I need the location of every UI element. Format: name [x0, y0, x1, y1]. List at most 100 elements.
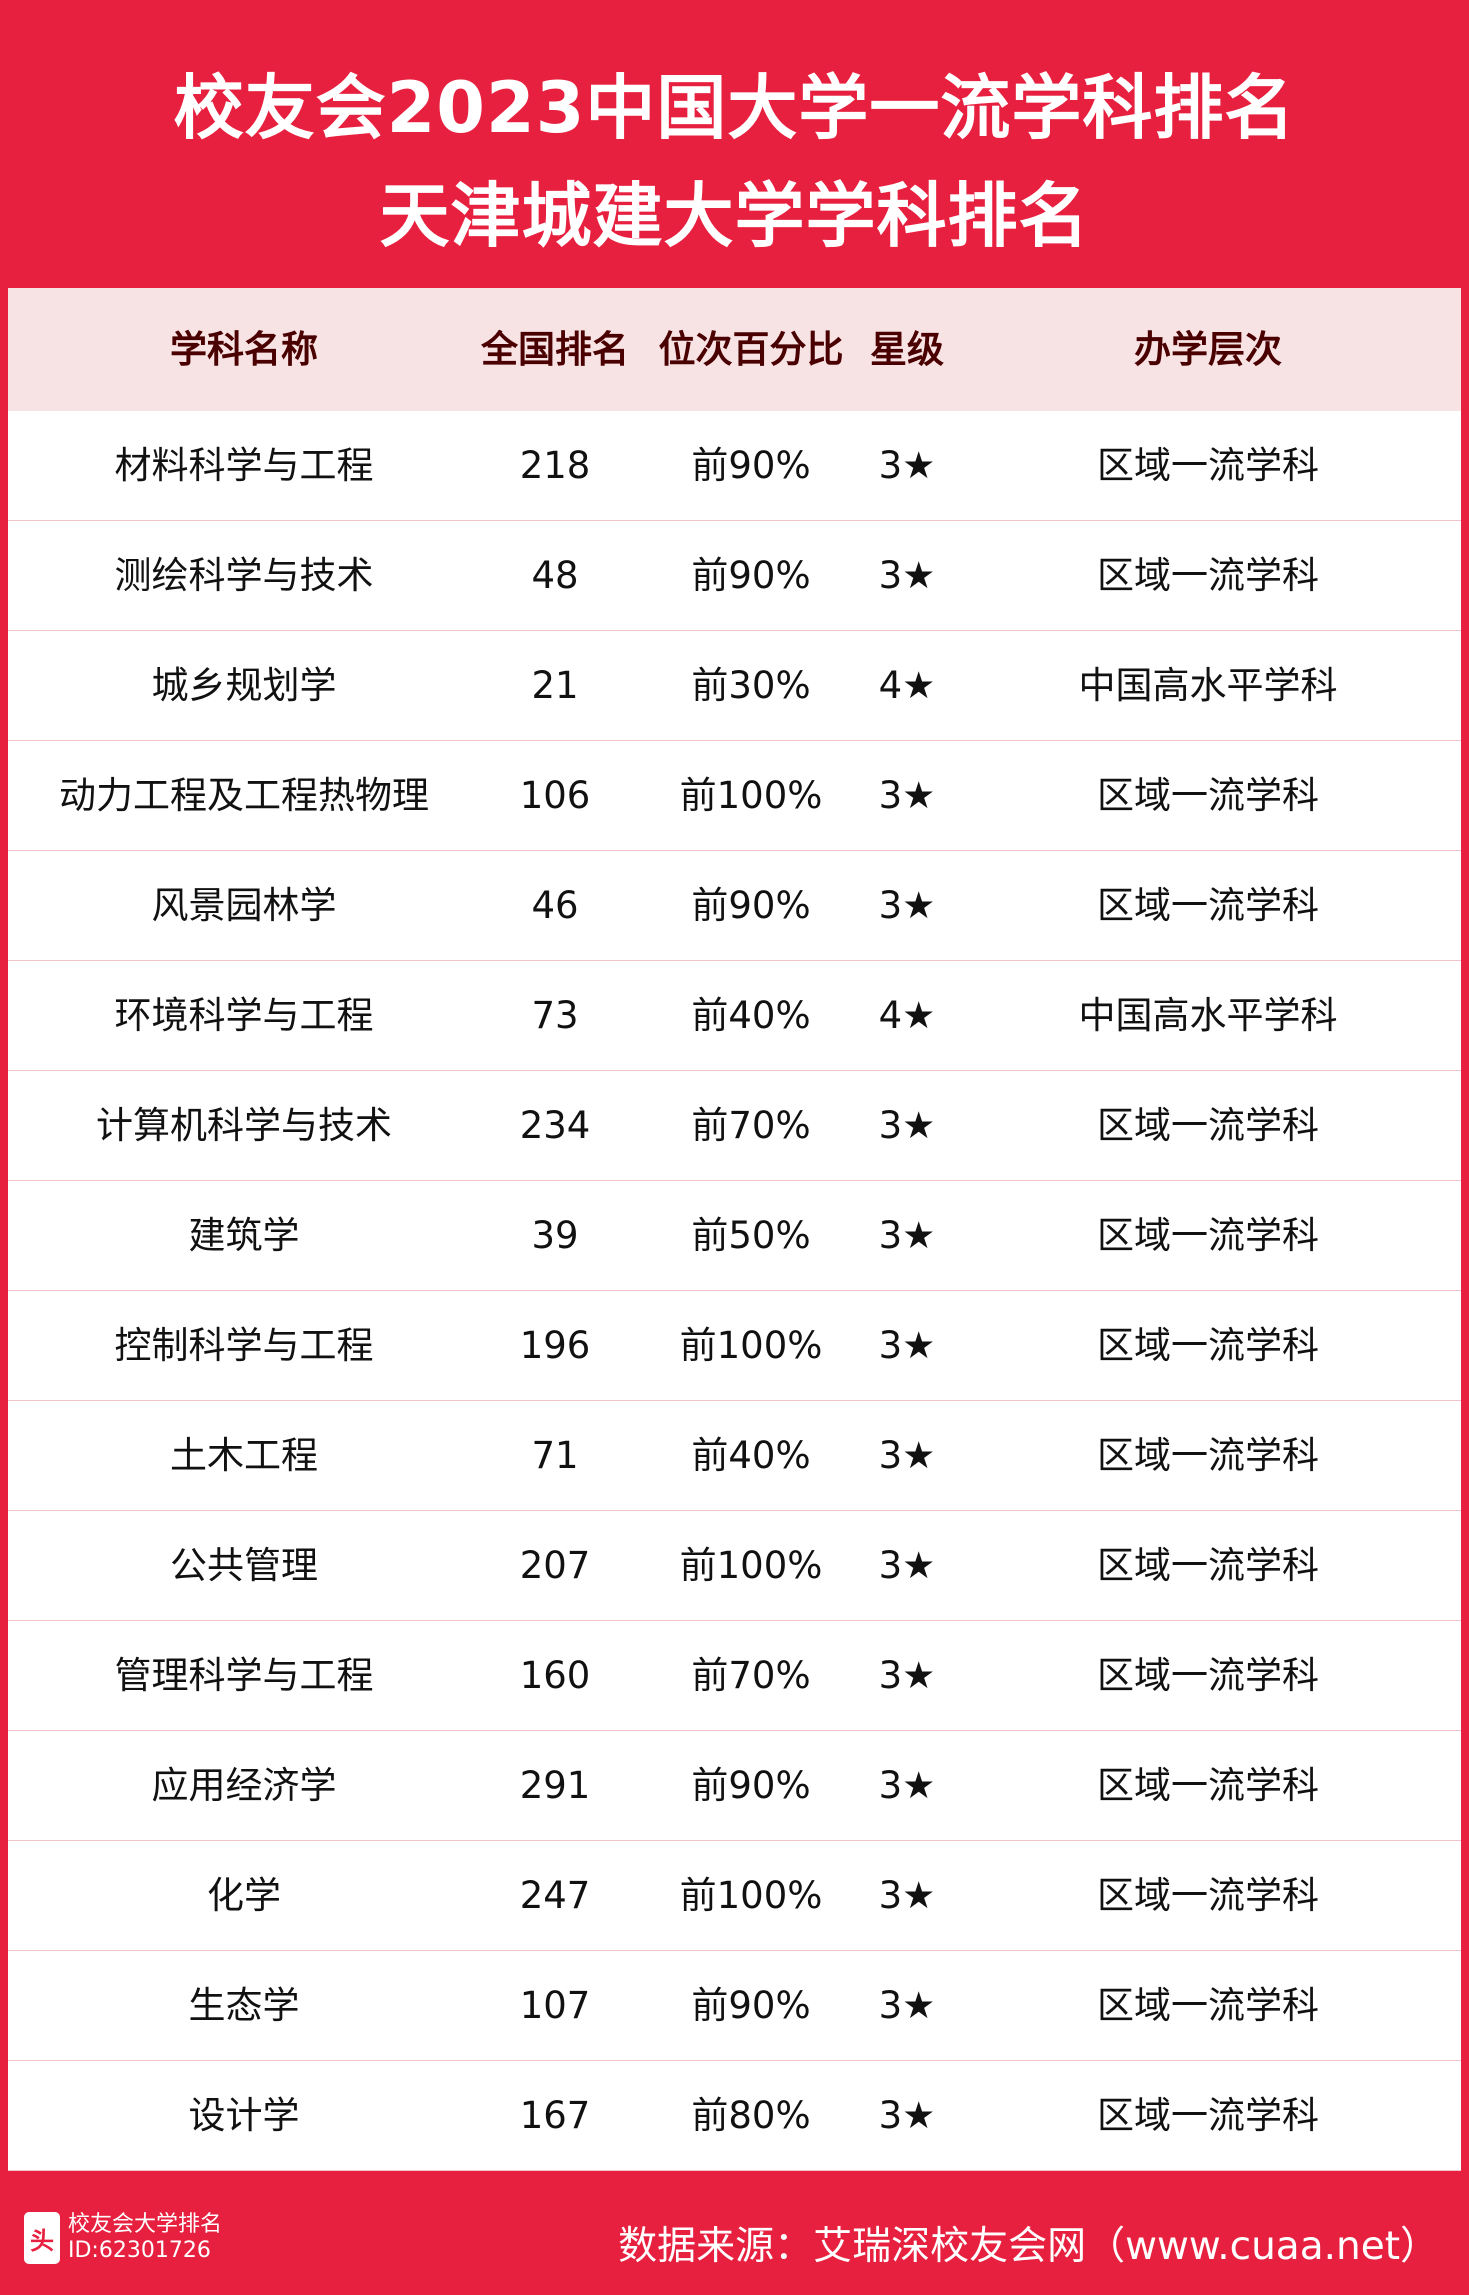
cell-rank: 106 [519, 774, 591, 817]
cell-percentile: 前30% [691, 664, 811, 707]
watermark: 头 校友会大学排名 ID:62301726 [24, 2212, 222, 2264]
cell-rank: 71 [531, 1434, 579, 1477]
cell-stars: 3★ [878, 1434, 936, 1477]
cell-subject: 测绘科学与技术 [114, 554, 374, 597]
data-source: 数据来源：艾瑞深校友会网（www.cuaa.net） [618, 2224, 1439, 2269]
cell-subject: 城乡规划学 [151, 664, 337, 707]
cell-stars: 3★ [878, 1874, 936, 1917]
cell-rank: 196 [519, 1324, 591, 1367]
cell-percentile: 前40% [691, 1434, 811, 1477]
cell-rank: 160 [519, 1654, 591, 1697]
cell-percentile: 前90% [691, 884, 811, 927]
cell-level: 区域一流学科 [1097, 1984, 1319, 2027]
cell-percentile: 前70% [691, 1104, 811, 1147]
header-stars: 星级 [870, 328, 944, 371]
ranking-table: 学科名称 全国排名 位次百分比 星级 办学层次 材料科学与工程 218 前90% 3★… [8, 288, 1461, 2171]
cell-percentile: 前90% [691, 554, 811, 597]
cell-rank: 247 [519, 1874, 591, 1917]
table-row: 测绘科学与技术 48 前90% 3★ 区域一流学科 [8, 521, 1461, 631]
table-row: 管理科学与工程 160 前70% 3★ 区域一流学科 [8, 1621, 1461, 1731]
cell-percentile: 前50% [691, 1214, 811, 1257]
table-row: 风景园林学 46 前90% 3★ 区域一流学科 [8, 851, 1461, 961]
table-header: 学科名称 全国排名 位次百分比 星级 办学层次 [8, 288, 1461, 411]
table-row: 土木工程 71 前40% 3★ 区域一流学科 [8, 1401, 1461, 1511]
page-title: 校友会2023中国大学一流学科排名 [173, 67, 1296, 149]
table-row: 建筑学 39 前50% 3★ 区域一流学科 [8, 1181, 1461, 1291]
cell-subject: 生态学 [188, 1984, 300, 2027]
cell-subject: 土木工程 [170, 1434, 318, 1477]
cell-rank: 234 [519, 1104, 591, 1147]
cell-stars: 3★ [878, 1324, 936, 1367]
cell-subject: 环境科学与工程 [114, 994, 374, 1037]
cell-level: 区域一流学科 [1097, 1544, 1319, 1587]
cell-level: 区域一流学科 [1097, 1214, 1319, 1257]
cell-level: 区域一流学科 [1097, 2094, 1319, 2137]
table-row: 计算机科学与技术 234 前70% 3★ 区域一流学科 [8, 1071, 1461, 1181]
page-subtitle: 天津城建大学学科排名 [379, 175, 1090, 257]
cell-rank: 207 [519, 1544, 591, 1587]
cell-level: 区域一流学科 [1097, 444, 1319, 487]
cell-rank: 167 [519, 2094, 591, 2137]
cell-stars: 3★ [878, 554, 936, 597]
cell-subject: 应用经济学 [151, 1764, 337, 1807]
cell-stars: 3★ [878, 884, 936, 927]
cell-rank: 218 [519, 444, 591, 487]
cell-percentile: 前80% [691, 2094, 811, 2137]
header-level: 办学层次 [1134, 328, 1282, 371]
cell-stars: 3★ [878, 444, 936, 487]
cell-percentile: 前100% [679, 1544, 823, 1587]
cell-subject: 管理科学与工程 [114, 1654, 374, 1697]
cell-percentile: 前100% [679, 1874, 823, 1917]
cell-stars: 3★ [878, 1984, 936, 2027]
table-row: 生态学 107 前90% 3★ 区域一流学科 [8, 1951, 1461, 2061]
cell-stars: 4★ [878, 994, 936, 1037]
table-row: 应用经济学 291 前90% 3★ 区域一流学科 [8, 1731, 1461, 1841]
table-row: 材料科学与工程 218 前90% 3★ 区域一流学科 [8, 411, 1461, 521]
watermark-name: 校友会大学排名 [68, 2212, 223, 2237]
cell-percentile: 前100% [679, 1324, 823, 1367]
cell-percentile: 前70% [691, 1654, 811, 1697]
cell-rank: 48 [531, 554, 579, 597]
cell-subject: 化学 [207, 1874, 281, 1917]
cell-level: 区域一流学科 [1097, 1104, 1319, 1147]
cell-percentile: 前100% [679, 774, 823, 817]
cell-percentile: 前90% [691, 444, 811, 487]
cell-rank: 21 [531, 664, 579, 707]
table-row: 控制科学与工程 196 前100% 3★ 区域一流学科 [8, 1291, 1461, 1401]
cell-level: 区域一流学科 [1097, 1434, 1319, 1477]
cell-stars: 4★ [878, 664, 936, 707]
cell-level: 区域一流学科 [1097, 774, 1319, 817]
cell-subject: 控制科学与工程 [114, 1324, 374, 1367]
table-row: 城乡规划学 21 前30% 4★ 中国高水平学科 [8, 631, 1461, 741]
cell-percentile: 前90% [691, 1764, 811, 1807]
cell-subject: 设计学 [188, 2094, 300, 2137]
table-row: 化学 247 前100% 3★ 区域一流学科 [8, 1841, 1461, 1951]
cell-rank: 73 [531, 994, 579, 1037]
cell-subject: 动力工程及工程热物理 [59, 774, 429, 817]
cell-level: 区域一流学科 [1097, 1324, 1319, 1367]
header-rank: 全国排名 [481, 328, 629, 371]
cell-rank: 46 [531, 884, 579, 927]
cell-level: 区域一流学科 [1097, 1764, 1319, 1807]
cell-subject: 材料科学与工程 [114, 444, 374, 487]
cell-subject: 风景园林学 [151, 884, 337, 927]
cell-percentile: 前40% [691, 994, 811, 1037]
cell-level: 区域一流学科 [1097, 554, 1319, 597]
table-row: 设计学 167 前80% 3★ 区域一流学科 [8, 2061, 1461, 2171]
cell-level: 区域一流学科 [1097, 1874, 1319, 1917]
cell-level: 中国高水平学科 [1078, 664, 1338, 707]
header-percentile: 位次百分比 [658, 328, 844, 371]
table-row: 环境科学与工程 73 前40% 4★ 中国高水平学科 [8, 961, 1461, 1071]
cell-level: 中国高水平学科 [1078, 994, 1338, 1037]
cell-subject: 建筑学 [188, 1214, 300, 1257]
cell-level: 区域一流学科 [1097, 1654, 1319, 1697]
toutiao-logo-icon: 头 [24, 2212, 60, 2264]
cell-percentile: 前90% [691, 1984, 811, 2027]
table-row: 动力工程及工程热物理 106 前100% 3★ 区域一流学科 [8, 741, 1461, 851]
header-subject: 学科名称 [170, 328, 318, 371]
cell-stars: 3★ [878, 1214, 936, 1257]
cell-rank: 107 [519, 1984, 591, 2027]
watermark-id: ID:62301726 [68, 2238, 211, 2263]
cell-level: 区域一流学科 [1097, 884, 1319, 927]
cell-stars: 3★ [878, 1654, 936, 1697]
